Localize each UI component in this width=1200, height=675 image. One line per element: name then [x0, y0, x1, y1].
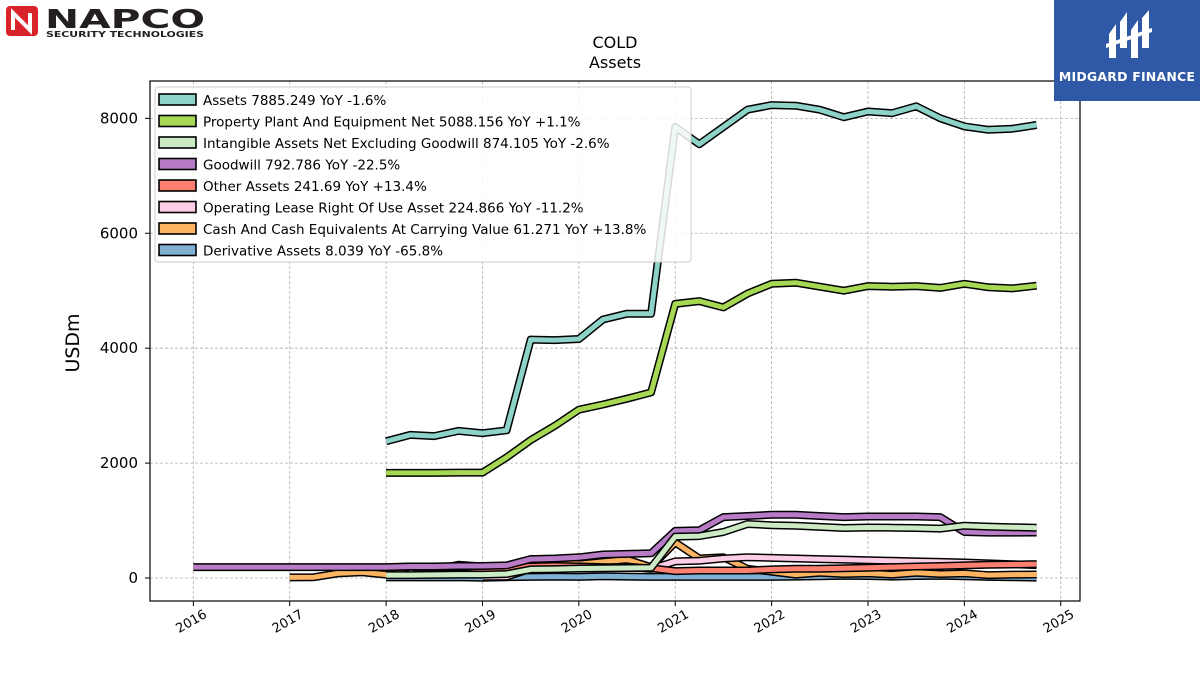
legend-label: Other Assets 241.69 YoY +13.4% — [203, 179, 427, 195]
napco-logo-subtitle: SECURITY TECHNOLOGIES — [46, 30, 204, 39]
x-tick-label: 2023 — [848, 607, 884, 637]
plot-frame — [149, 80, 1081, 602]
y-tick-label: 2000 — [100, 454, 138, 472]
legend-swatch — [158, 179, 197, 192]
x-tick-label: 2018 — [366, 607, 402, 637]
legend-swatch — [158, 200, 197, 214]
x-tick-label: 2017 — [270, 607, 306, 637]
x-tick-label: 2016 — [174, 607, 210, 637]
y-tick-label: 6000 — [100, 224, 138, 242]
legend-box — [154, 86, 692, 263]
series-line-outline — [386, 278, 1038, 477]
chart-title: COLD — [593, 33, 638, 52]
midgard-logo-text: MIDGARD FINANCE — [1058, 69, 1196, 84]
x-tick-label: 2024 — [945, 607, 981, 637]
legend-label: Derivative Assets 8.039 YoY -65.8% — [203, 244, 443, 260]
legend-swatch — [158, 243, 197, 257]
legend-swatch — [158, 114, 197, 128]
legend-label: Operating Lease Right Of Use Asset 224.8… — [203, 201, 584, 217]
legend-swatch — [158, 136, 197, 149]
x-tick-label: 2022 — [752, 607, 788, 637]
x-tick-label: 2019 — [463, 607, 499, 637]
legend-swatch — [158, 93, 197, 106]
series-line-path — [385, 102, 1037, 444]
y-tick-label: 8000 — [100, 109, 138, 127]
legend-label: Cash And Cash Equivalents At Carrying Va… — [203, 222, 647, 238]
series-line-path — [386, 280, 1037, 476]
series-line — [386, 278, 1038, 477]
napco-logo-text: NAPCO — [45, 5, 205, 35]
x-tick-label: 2020 — [559, 607, 595, 637]
series-lines — [193, 101, 1038, 582]
series-line-path — [386, 521, 1037, 578]
x-tick-label: 2025 — [1041, 607, 1077, 637]
series-line — [193, 510, 1037, 572]
y-tick-label: 4000 — [100, 339, 138, 357]
y-tick-label: 0 — [128, 569, 138, 587]
series-line — [385, 101, 1038, 446]
y-axis-label: USDm — [62, 313, 84, 372]
legend: Assets 7885.249 YoY -1.6% Property Plant … — [154, 86, 692, 263]
midgard-logo: MIDGARD FINANCE — [1054, 0, 1200, 101]
series-line-path — [193, 512, 1037, 570]
legend-label: Assets 7885.249 YoY -1.6% — [203, 93, 387, 109]
legend-label: Property Plant And Equipment Net 5088.15… — [203, 115, 581, 131]
midgard-logo-mark — [1106, 10, 1152, 58]
legend-swatch — [158, 157, 197, 171]
x-tick-label: 2021 — [655, 607, 691, 637]
legend-swatch — [158, 222, 197, 235]
legend-label: Goodwill 792.786 YoY -22.5% — [203, 158, 400, 174]
series-line — [386, 520, 1037, 580]
chart-subtitle: Assets — [589, 53, 641, 72]
legend-label: Intangible Assets Net Excluding Goodwill… — [203, 136, 610, 152]
napco-logo: NAPCO SECURITY TECHNOLOGIES — [4, 4, 210, 40]
